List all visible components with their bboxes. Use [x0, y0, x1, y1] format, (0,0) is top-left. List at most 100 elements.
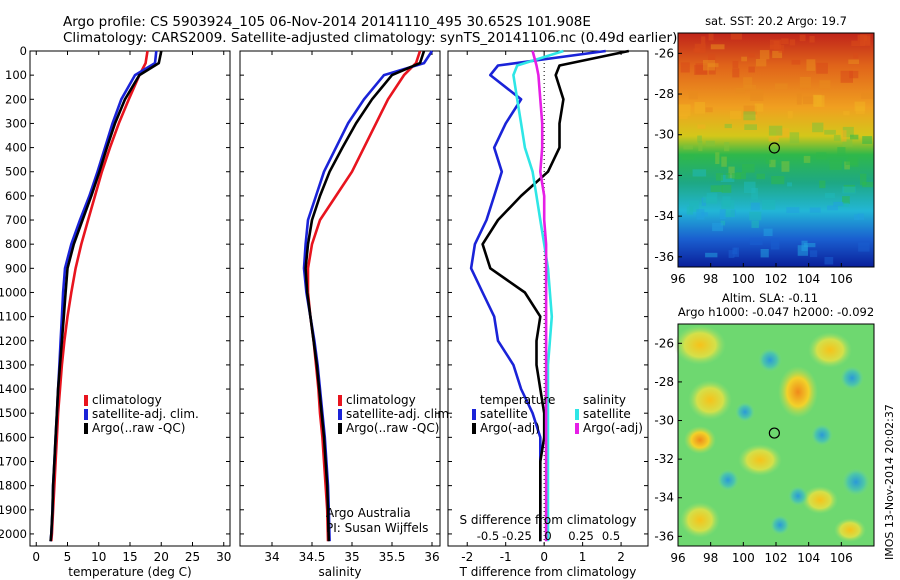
y-tick-label: 800: [5, 237, 27, 251]
map-y-tick-label: -32: [654, 168, 674, 182]
sla-map-axes: 96 98 100 102 104 106 -26 -28 -30 -32 -34 -36: [654, 336, 852, 565]
series-line: [481, 49, 630, 542]
map-y-tick-label: -30: [654, 128, 674, 142]
sla-anomaly-blob: [842, 468, 870, 496]
sst-texture-cell: [824, 129, 836, 135]
credit-org: Argo Australia: [326, 506, 411, 520]
sst-texture-cell: [789, 39, 796, 46]
map-y-tick-label: -28: [654, 87, 674, 101]
sst-map-title: sat. SST: 20.2 Argo: 19.7: [705, 14, 847, 28]
sla-anomaly-blob: [680, 502, 720, 538]
sst-texture-cell: [743, 111, 756, 121]
sst-texture-cell: [743, 77, 753, 89]
y-tick-label: 500: [5, 165, 27, 179]
sst-texture-cell: [768, 125, 783, 136]
legend-swatch: [472, 423, 476, 434]
sst-texture-cell: [715, 173, 723, 181]
sst-texture-cell: [708, 54, 716, 63]
sla-anomaly-blob: [802, 486, 838, 514]
sst-texture-cell: [679, 114, 688, 119]
sst-texture-cell: [710, 44, 725, 50]
sst-texture-cell: [732, 247, 738, 255]
sst-texture-cell: [749, 211, 762, 221]
legend-label: Argo(-adj): [583, 421, 643, 435]
sst-texture-cell: [719, 209, 726, 220]
sst-texture-cell: [730, 33, 742, 40]
sst-texture-cell: [694, 102, 706, 114]
sst-texture-cell: [686, 206, 694, 215]
sla-anomaly-blob: [834, 518, 866, 542]
sst-texture-cell: [692, 169, 707, 177]
legend-swatch: [575, 423, 579, 434]
sst-texture-cell: [728, 166, 735, 179]
legend-swatch: [84, 423, 88, 434]
x-tick-label: 30: [216, 550, 231, 564]
y-tick-label: 1300: [0, 358, 27, 372]
legend-label: Argo(..raw -QC): [92, 421, 185, 435]
sst-texture-cell: [741, 56, 747, 62]
sst-texture-cell: [843, 110, 850, 116]
sst-texture-cell: [862, 181, 873, 188]
sst-texture-cell: [849, 70, 859, 79]
y-tick-label: 1600: [0, 430, 27, 444]
sst-texture-cell: [862, 136, 873, 144]
sst-texture-cell: [750, 202, 760, 211]
sst-map-panel: sat. SST: 20.2 Argo: 19.7 96 98 100 102 104 1…: [654, 14, 875, 286]
sst-texture-cell: [744, 124, 757, 130]
sst-texture-cell: [696, 209, 705, 220]
x-tick-label: 34: [264, 550, 279, 564]
s-diff-tick-label: -0.5: [477, 529, 499, 543]
legend-label: satellite: [480, 407, 528, 421]
sst-texture-cell: [812, 94, 822, 107]
sst-texture-cell: [829, 159, 842, 170]
x-tick-label: 10: [91, 550, 106, 564]
x-tick-label: 36: [424, 550, 439, 564]
map-x-tick-label: 106: [830, 551, 853, 565]
x-tick-label: 34.5: [299, 550, 326, 564]
temperature-panel: [29, 50, 231, 547]
series-line: [304, 50, 426, 542]
s-diff-tick-label: 0.25: [568, 529, 594, 543]
sst-texture-cell: [772, 50, 783, 59]
sst-texture-cell: [809, 207, 821, 213]
sst-texture-cell: [848, 59, 859, 64]
x-tick-label: 35.5: [379, 550, 406, 564]
legend-label: satellite: [583, 407, 631, 421]
x-tick-label: 2: [617, 550, 625, 564]
sst-texture-cell: [695, 63, 707, 75]
y-tick-label: 400: [5, 141, 27, 155]
sst-texture-cell: [833, 201, 844, 207]
s-diff-tick-label: 0.5: [602, 529, 620, 543]
y-tick-label: 200: [5, 92, 27, 106]
sla-anomaly-blob: [758, 348, 782, 372]
sst-texture-cell: [678, 104, 691, 117]
sst-texture-cell: [693, 48, 701, 53]
sst-texture-cell: [812, 122, 824, 133]
sst-texture-cell: [735, 87, 746, 94]
salinity-xlabel: salinity: [318, 565, 361, 579]
sst-texture-cell: [771, 176, 785, 185]
sst-texture-cell: [721, 184, 732, 193]
sst-texture-cell: [789, 132, 800, 144]
sst-texture-cell: [705, 107, 713, 113]
x-tick-label: 5: [64, 550, 72, 564]
sst-texture-cell: [698, 141, 703, 152]
y-tick-label: 900: [5, 261, 27, 275]
sst-texture-cell: [775, 83, 788, 90]
sla-anomaly-blob: [688, 380, 732, 420]
sla-anomaly-blob: [735, 402, 755, 422]
legend-swatch: [84, 409, 88, 420]
sst-texture-cell: [768, 136, 779, 142]
sst-texture-cell: [724, 123, 732, 129]
y-tick-label: 600: [5, 189, 27, 203]
sla-anomaly-blob: [738, 444, 782, 476]
s-diff-tick-label: -0.25: [502, 529, 532, 543]
sst-texture-cell: [756, 173, 765, 180]
sst-texture-cell: [708, 33, 714, 41]
legend-label: Argo(-adj): [480, 421, 540, 435]
sst-texture-cell: [781, 38, 789, 45]
sst-texture-cell: [857, 213, 864, 220]
sst-texture-cell: [744, 181, 756, 193]
argo-position-marker: [768, 427, 780, 439]
